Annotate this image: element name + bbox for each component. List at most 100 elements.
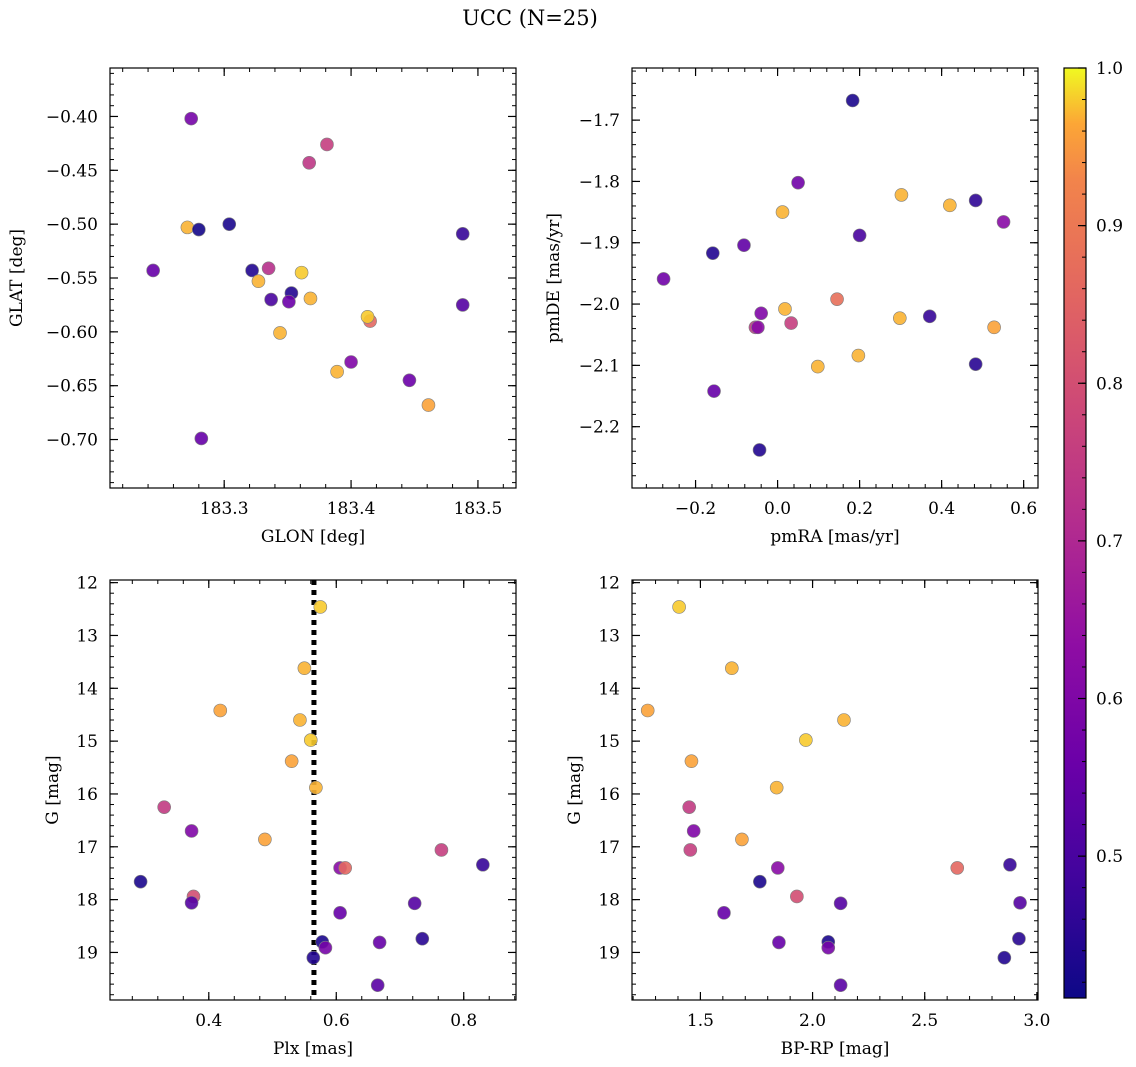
- data-point: [434, 843, 449, 857]
- data-point: [261, 261, 276, 276]
- x-tick-label: 0.6: [323, 1011, 350, 1031]
- points-cmd: [640, 600, 1027, 993]
- colorbar-ticks: 0.5 0.6 0.7 0.8 0.9 1.0: [1078, 59, 1123, 983]
- data-point: [656, 272, 671, 286]
- data-point: [997, 950, 1012, 965]
- data-point: [184, 824, 199, 838]
- data-point: [303, 291, 318, 306]
- y-tick-label: 15: [598, 732, 620, 752]
- data-point: [157, 800, 171, 814]
- data-point: [330, 364, 344, 379]
- data-point: [320, 137, 334, 152]
- data-point: [313, 600, 328, 614]
- x-tick-label: 183.3: [200, 499, 249, 519]
- data-point: [686, 824, 701, 838]
- data-point: [751, 320, 765, 335]
- y-tick-label: 19: [598, 943, 620, 963]
- x-tick-label: 2.5: [911, 1011, 938, 1031]
- data-point: [943, 198, 957, 213]
- x-tick-label: 0.8: [450, 1011, 477, 1031]
- data-point: [790, 889, 804, 904]
- data-point: [837, 713, 851, 727]
- x-tick-label: 0.6: [1010, 499, 1037, 519]
- data-point: [293, 713, 307, 727]
- plot-frame-cmd: [631, 579, 1039, 1001]
- data-point: [772, 935, 786, 950]
- x-tick-label: 1.5: [687, 1011, 714, 1031]
- data-point: [184, 111, 198, 126]
- data-point: [302, 155, 316, 170]
- x-tick-label: 183.5: [454, 499, 503, 519]
- data-point: [297, 661, 312, 676]
- y-tick-label: −2.1: [579, 356, 620, 376]
- data-point: [180, 220, 195, 235]
- y-tick-label: −0.65: [46, 377, 98, 397]
- data-point: [784, 316, 798, 330]
- y-tick-label: 17: [598, 838, 620, 858]
- data-point: [222, 217, 237, 231]
- data-point: [683, 843, 698, 857]
- colorbar-tick-label: 0.9: [1096, 217, 1123, 237]
- y-tick-label: −0.70: [46, 431, 98, 451]
- axes-ticks-spatial: 183.3 183.4 183.5 −0.40 −0.45 −0.50 −0.55 −0.60…: [46, 68, 516, 519]
- subplot-spatial: 183.3 183.4 183.5 −0.40 −0.45 −0.50 −0.55 −0.60…: [7, 67, 517, 547]
- y-tick-label: 18: [598, 891, 620, 911]
- data-point: [922, 309, 937, 324]
- x-tick-label: −0.2: [675, 499, 716, 519]
- y-tick-label: 13: [598, 626, 620, 646]
- points-g-vs-plx: [133, 600, 490, 993]
- data-point: [344, 355, 358, 369]
- y-tick-label: −2.0: [579, 295, 620, 315]
- x-tick-label: 3.0: [1023, 1011, 1050, 1031]
- y-tick-label: 12: [76, 574, 98, 594]
- colorbar: 0.5 0.6 0.7 0.8 0.9 1.0: [1063, 59, 1123, 999]
- axes-ticks-proper-motion: −0.2 0.0 0.2 0.4 0.6 −1.7 −1.8 −1.9 −2.0 −2.1 −2.2: [579, 68, 1038, 519]
- data-point: [294, 265, 309, 280]
- x-axis-label-spatial: GLON [deg]: [261, 527, 365, 547]
- y-axis-label-spatial: GLAT [deg]: [7, 229, 27, 327]
- data-point: [213, 703, 228, 718]
- y-tick-label: 18: [76, 891, 98, 911]
- data-point: [775, 205, 790, 219]
- data-point: [791, 175, 805, 190]
- data-point: [407, 896, 422, 911]
- data-point: [821, 940, 836, 955]
- data-point: [845, 93, 860, 108]
- data-point: [338, 861, 352, 875]
- data-point: [372, 935, 387, 950]
- data-point: [1012, 931, 1026, 946]
- data-point: [273, 326, 287, 340]
- y-tick-label: 14: [76, 679, 98, 699]
- data-point: [360, 309, 375, 324]
- x-tick-label: 183.4: [327, 499, 376, 519]
- y-tick-label: −0.45: [46, 161, 98, 181]
- data-point: [309, 780, 323, 795]
- y-tick-label: −0.40: [46, 107, 98, 127]
- data-point: [682, 800, 696, 814]
- data-point: [987, 320, 1001, 335]
- data-point: [810, 359, 825, 374]
- y-tick-label: −0.55: [46, 269, 98, 289]
- data-point: [799, 733, 813, 747]
- colorbar-tick-label: 0.7: [1096, 532, 1123, 552]
- x-tick-label: 0.2: [846, 499, 873, 519]
- y-tick-label: −1.8: [579, 172, 620, 192]
- data-point: [455, 227, 470, 241]
- data-point: [996, 215, 1011, 229]
- data-point: [1003, 857, 1017, 872]
- axes-ticks-cmd: 1.5 2.0 2.5 3.0 12 13 14 15 16 17 18 19: [598, 574, 1050, 1031]
- data-point: [284, 754, 299, 769]
- data-point: [852, 228, 867, 243]
- y-tick-label: −1.7: [579, 111, 620, 131]
- data-point: [264, 292, 278, 307]
- colorbar-gradient: [1063, 67, 1087, 999]
- data-point: [769, 780, 784, 795]
- colorbar-tick-label: 0.8: [1096, 374, 1123, 394]
- y-axis-label-g-vs-plx: G [mag]: [43, 755, 63, 824]
- colorbar-tick-label: 0.5: [1096, 847, 1123, 867]
- data-point: [306, 950, 321, 965]
- data-point: [194, 431, 209, 446]
- data-point: [894, 188, 909, 202]
- data-point: [251, 274, 266, 289]
